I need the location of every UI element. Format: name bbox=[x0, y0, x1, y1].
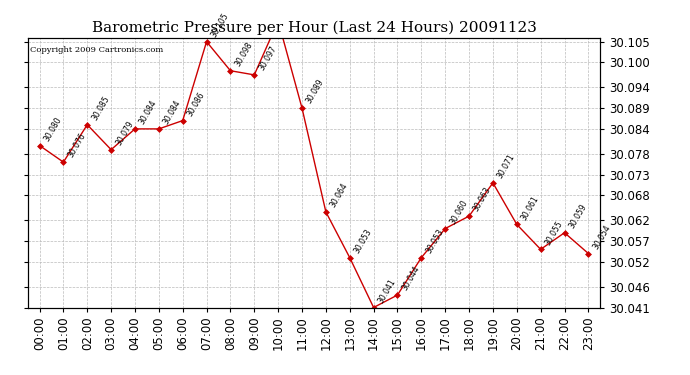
Text: 30.053: 30.053 bbox=[353, 227, 374, 255]
Text: 30.085: 30.085 bbox=[90, 94, 111, 122]
Text: 30.053: 30.053 bbox=[424, 227, 445, 255]
Text: 30.071: 30.071 bbox=[495, 153, 517, 180]
Text: 30.061: 30.061 bbox=[520, 194, 541, 222]
Text: 30.097: 30.097 bbox=[257, 45, 278, 72]
Text: 30.110: 30.110 bbox=[0, 374, 1, 375]
Text: 30.063: 30.063 bbox=[472, 186, 493, 213]
Text: 30.079: 30.079 bbox=[114, 119, 135, 147]
Title: Barometric Pressure per Hour (Last 24 Hours) 20091123: Barometric Pressure per Hour (Last 24 Ho… bbox=[92, 21, 536, 35]
Text: 30.080: 30.080 bbox=[42, 115, 63, 143]
Text: 30.098: 30.098 bbox=[233, 40, 255, 68]
Text: 30.086: 30.086 bbox=[186, 90, 206, 118]
Text: 30.089: 30.089 bbox=[305, 78, 326, 105]
Text: 30.105: 30.105 bbox=[209, 11, 230, 39]
Text: 30.055: 30.055 bbox=[544, 219, 564, 247]
Text: 30.060: 30.060 bbox=[448, 198, 469, 226]
Text: 30.064: 30.064 bbox=[328, 182, 350, 209]
Text: 30.084: 30.084 bbox=[161, 99, 183, 126]
Text: 30.084: 30.084 bbox=[138, 99, 159, 126]
Text: Copyright 2009 Cartronics.com: Copyright 2009 Cartronics.com bbox=[30, 46, 164, 54]
Text: 30.041: 30.041 bbox=[376, 277, 397, 305]
Text: 30.076: 30.076 bbox=[66, 132, 88, 159]
Text: 30.044: 30.044 bbox=[400, 265, 422, 292]
Text: 30.059: 30.059 bbox=[567, 202, 589, 230]
Text: 30.054: 30.054 bbox=[591, 223, 612, 251]
